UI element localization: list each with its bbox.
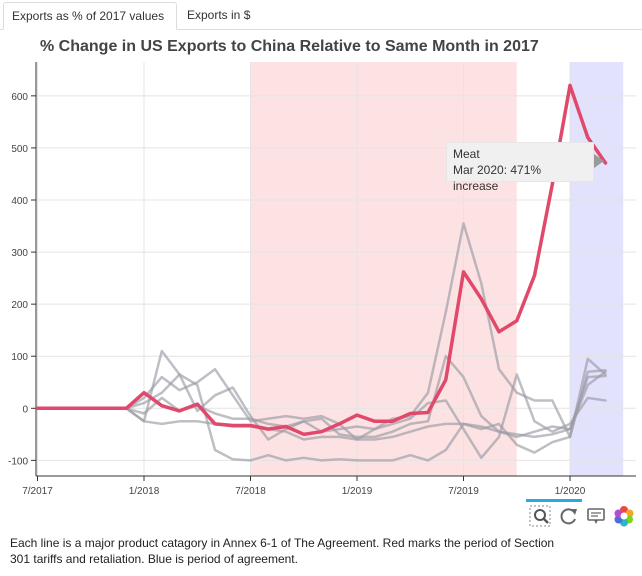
reset-icon [560, 508, 577, 525]
tooltip-pointer [594, 154, 604, 168]
x-tick-label: 7/2018 [235, 486, 266, 497]
x-tick-label: 1/2019 [342, 486, 373, 497]
x-tick-label: 7/2019 [448, 486, 479, 497]
series-line-2 [36, 349, 607, 462]
y-tick-label: 500 [11, 144, 28, 155]
zoom-tool[interactable] [526, 499, 554, 528]
series-line-meat [35, 83, 608, 437]
zoom-icon [529, 505, 551, 527]
zoom-tool-active-indicator [526, 499, 554, 502]
y-tick-label: 300 [11, 248, 28, 259]
y-tick-label: 200 [11, 300, 28, 311]
tab-percent-of-2017[interactable]: Exports as % of 2017 values [3, 2, 177, 30]
y-tick-label: 0 [22, 404, 28, 415]
reset-tool[interactable] [554, 499, 582, 528]
y-tick-label: -100 [8, 456, 28, 467]
y-tick-label: 600 [11, 92, 28, 103]
hover-icon [587, 508, 605, 524]
x-tick-label: 7/2017 [22, 486, 53, 497]
x-tick-label: 1/2020 [555, 486, 586, 497]
chart-caption: Each line is a major product catagory in… [10, 536, 555, 566]
tab-bar: Exports as % of 2017 values Exports in $ [0, 0, 642, 30]
series-line-3 [36, 354, 607, 439]
chart-title: % Change in US Exports to China Relative… [40, 38, 539, 55]
bokeh-logo[interactable] [612, 504, 636, 528]
reset-tool-active-indicator [554, 499, 582, 502]
chart-toolbar [524, 499, 642, 530]
y-tick-label: 100 [11, 352, 28, 363]
y-tick-label: 400 [11, 196, 28, 207]
period-band-0 [250, 62, 517, 476]
bokeh-logo-icon [614, 506, 634, 527]
hover-tool[interactable] [584, 504, 608, 528]
hover-tooltip: Meat Mar 2020: 471% increase [446, 142, 594, 193]
tooltip-text: Mar 2020: 471% increase [453, 163, 542, 193]
x-tick-label: 1/2018 [129, 486, 160, 497]
tab-exports-dollars[interactable]: Exports in $ [187, 8, 251, 22]
tooltip-title: Meat [453, 147, 480, 161]
